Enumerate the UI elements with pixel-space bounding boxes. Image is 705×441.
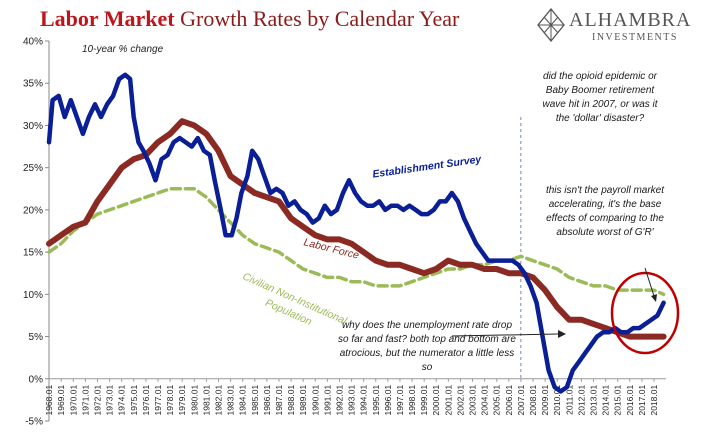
x-tick-label: 1995.01 <box>371 385 381 416</box>
y-tick-label: 10% <box>23 290 43 301</box>
x-axis: 1968.01 1969.01 1970.01 1971.01 1972.01 1973.… <box>44 378 666 416</box>
y-tick-label: 20% <box>23 205 43 216</box>
x-tick-label: 1999.01 <box>419 385 429 416</box>
y-tick-label: -5% <box>25 417 43 428</box>
y-tick-label: 35% <box>23 79 43 90</box>
x-tick-label: 2007.01 <box>516 385 526 416</box>
x-tick-label: 1994.01 <box>359 385 369 416</box>
x-tick-label: 1988.01 <box>286 385 296 416</box>
x-tick-label: 1972.01 <box>93 385 103 416</box>
x-tick-label: 1968.01 <box>44 385 54 416</box>
x-tick-label: 2017.01 <box>637 385 647 416</box>
y-tick-label: 30% <box>23 121 43 132</box>
x-tick-label: 2016.01 <box>625 385 635 416</box>
y-tick-label: 40% <box>23 37 43 48</box>
highlight-ellipse <box>610 271 680 355</box>
annotation-opioid: did the opioid epidemic or Baby Boomer r… <box>542 71 658 124</box>
x-tick-label: 2015.01 <box>613 385 623 416</box>
x-tick-label: 1985.01 <box>250 385 260 416</box>
series-labor-force-line <box>46 118 667 340</box>
logo-sub: INVESTMENTS <box>592 32 678 43</box>
annotation-unemployment: why does the unemployment rate drop so f… <box>338 320 516 373</box>
series-population-line <box>47 187 666 297</box>
x-tick-label: 2005.01 <box>492 385 502 416</box>
x-tick-label: 1974.01 <box>117 385 127 416</box>
x-tick-label: 2008.01 <box>528 385 538 416</box>
title-rest: Growth Rates by Calendar Year <box>174 6 460 31</box>
x-tick-label: 2002.01 <box>455 385 465 416</box>
x-tick-label: 1975.01 <box>129 385 139 416</box>
x-tick-label: 2000.01 <box>431 385 441 416</box>
y-axis: -5% 0% 5% 10% 15% 20% 25% 30% 35% 40% <box>23 37 50 428</box>
x-tick-label: 2003.01 <box>468 385 478 416</box>
x-tick-label: 2018.01 <box>649 385 659 416</box>
x-tick-label: 1979.01 <box>177 385 187 416</box>
x-tick-label: 1983.01 <box>226 385 236 416</box>
x-tick-label: 1991.01 <box>322 385 332 416</box>
x-tick-label: 2014.01 <box>601 385 611 416</box>
x-tick-label: 1980.01 <box>189 385 199 416</box>
x-tick-label: 1996.01 <box>383 385 393 416</box>
series-group <box>46 72 667 394</box>
logo: ALHAMBRA INVESTMENTS <box>537 8 702 44</box>
y-tick-label: 0% <box>29 374 44 385</box>
series-establishment-line <box>46 72 666 394</box>
y-tick-label: 15% <box>23 248 43 259</box>
x-tick-label: 1986.01 <box>262 385 272 416</box>
chart-subtitle: 10-year % change <box>82 44 164 55</box>
x-tick-label: 1969.01 <box>56 385 66 416</box>
x-tick-label: 1984.01 <box>238 385 248 416</box>
x-tick-label: 2004.01 <box>480 385 490 416</box>
x-tick-label: 1997.01 <box>395 385 405 416</box>
x-tick-label: 2001.01 <box>443 385 453 416</box>
diamond-lattice-icon <box>537 8 565 42</box>
x-tick-label: 1992.01 <box>334 385 344 416</box>
x-tick-label: 1978.01 <box>165 385 175 416</box>
x-tick-label: 1970.01 <box>68 385 78 416</box>
unemployment-arrow-head <box>558 330 566 338</box>
x-tick-label: 2009.01 <box>540 385 550 416</box>
x-tick-label: 1987.01 <box>274 385 284 416</box>
logo-name: ALHAMBRA <box>569 9 692 31</box>
x-tick-label: 1990.01 <box>310 385 320 416</box>
y-tick-label: 5% <box>29 332 44 343</box>
x-tick-label: 2012.01 <box>576 385 586 416</box>
x-tick-label: 1973.01 <box>105 385 115 416</box>
x-tick-label: 2010.01 <box>552 385 562 416</box>
x-tick-label: 1989.01 <box>298 385 308 416</box>
x-tick-label: 2006.01 <box>504 385 514 416</box>
x-tick-label: 1981.01 <box>201 385 211 416</box>
y-tick-label: 25% <box>23 163 43 174</box>
annotation-arrows <box>451 267 657 338</box>
chart-title: Labor Market Growth Rates by Calendar Ye… <box>40 6 459 32</box>
payroll-arrow <box>644 267 655 297</box>
x-tick-label: 1976.01 <box>141 385 151 416</box>
x-tick-label: 2013.01 <box>589 385 599 416</box>
x-tick-label: 1982.01 <box>213 385 223 416</box>
payroll-arrow-head <box>651 294 657 302</box>
x-tick-label: 1993.01 <box>347 385 357 416</box>
annotation-payroll: this isn't the payroll market accelerati… <box>545 185 665 238</box>
title-bold: Labor Market <box>40 6 175 31</box>
x-tick-label: 2011.01 <box>564 385 574 415</box>
x-tick-label: 1971.01 <box>80 385 90 416</box>
unemployment-arrow <box>451 333 559 337</box>
x-tick-label: 1977.01 <box>153 385 163 416</box>
x-tick-label: 1998.01 <box>407 385 417 416</box>
